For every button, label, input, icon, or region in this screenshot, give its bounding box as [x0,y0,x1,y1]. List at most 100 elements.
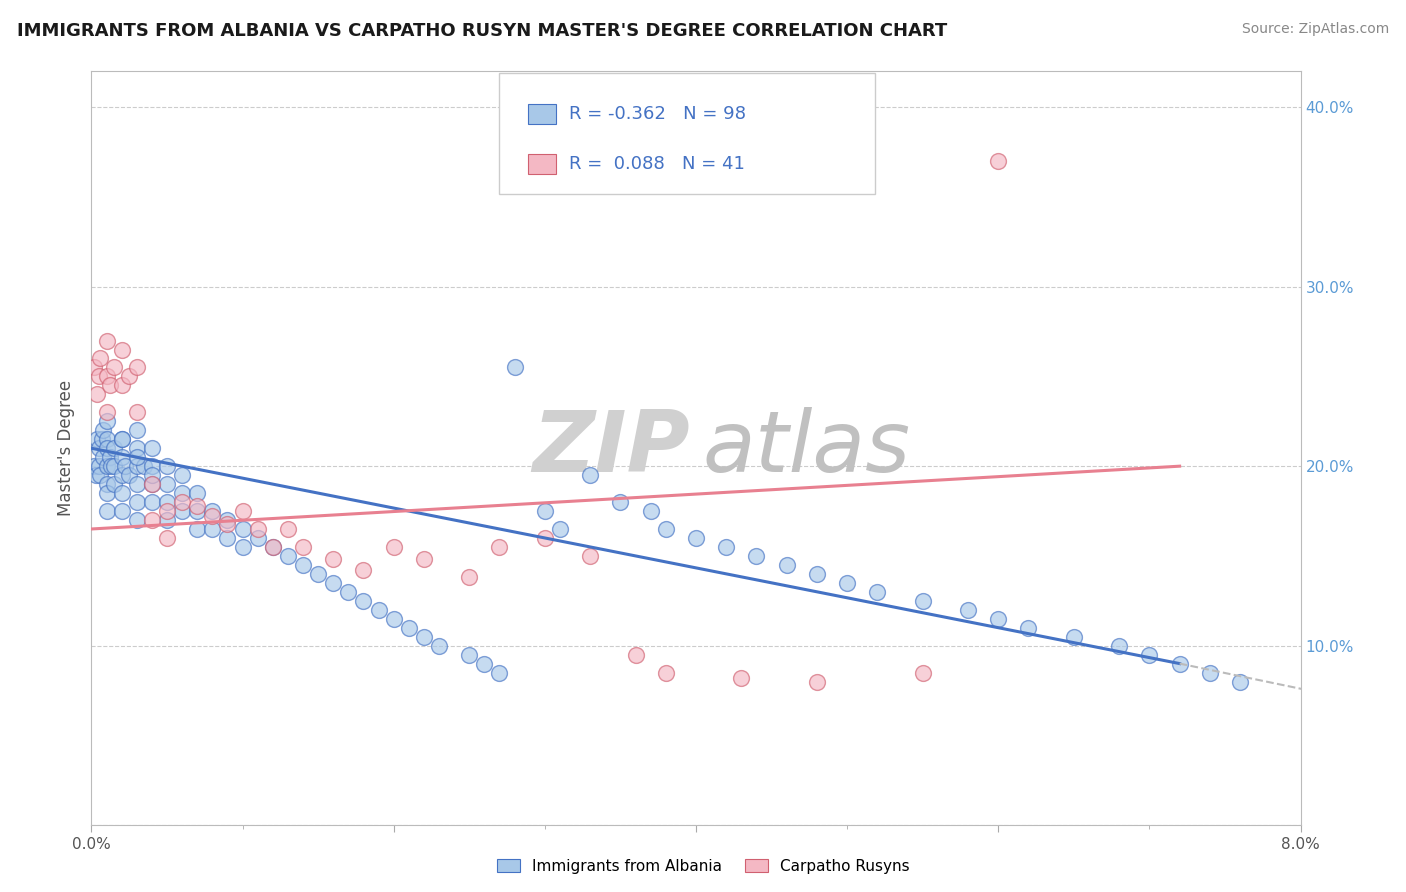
Point [141,442,163,455]
Legend: Immigrants from Albania, Carpatho Rusyns: Immigrants from Albania, Carpatho Rusyns [491,853,915,880]
Point [100,459,122,474]
Point [111,432,132,446]
Point [413,552,436,566]
Point [685,531,707,545]
Point [86,387,108,401]
Point [654,665,676,680]
Point [141,495,163,509]
Point [231,522,253,536]
Point [125,423,148,437]
Point [125,459,148,474]
Point [987,612,1010,626]
Point [103,442,125,455]
Point [866,584,889,599]
Point [141,477,163,491]
Point [382,540,405,554]
Point [96,442,118,455]
Point [277,549,299,563]
Point [322,575,344,590]
Point [125,450,148,465]
Point [172,504,194,518]
Point [156,477,179,491]
Point [186,522,208,536]
Point [835,575,858,590]
Point [96,459,118,474]
Point [172,486,194,500]
Point [911,665,934,680]
Point [156,504,179,518]
Point [96,432,118,446]
Point [458,648,481,662]
Point [458,570,481,584]
Point [172,468,194,483]
Point [156,459,179,474]
Point [217,531,239,545]
Point [89,351,111,366]
Point [201,504,224,518]
Point [111,450,132,465]
Point [382,612,405,626]
Point [96,486,118,500]
Point [156,531,179,545]
Point [398,621,420,635]
Text: Source: ZipAtlas.com: Source: ZipAtlas.com [1241,22,1389,37]
Point [231,540,253,554]
Point [217,516,239,531]
Point [352,594,374,608]
Point [322,552,344,566]
Point [730,671,752,685]
Point [89,468,111,483]
Point [141,468,163,483]
Point [125,405,148,419]
Point [714,540,737,554]
Point [87,459,110,474]
Text: IMMIGRANTS FROM ALBANIA VS CARPATHO RUSYN MASTER'S DEGREE CORRELATION CHART: IMMIGRANTS FROM ALBANIA VS CARPATHO RUSY… [17,22,948,40]
Point [125,495,148,509]
Point [172,495,194,509]
Point [956,603,979,617]
Point [1168,657,1191,671]
Point [579,549,602,563]
Y-axis label: Master's Degree: Master's Degree [58,380,76,516]
Point [548,522,571,536]
Point [292,558,315,572]
Point [1063,630,1085,644]
Point [91,432,114,446]
Point [262,540,284,554]
Point [103,360,125,375]
Point [488,665,510,680]
Point [96,405,118,419]
Point [103,459,125,474]
Point [186,504,208,518]
Point [114,459,136,474]
Point [427,639,450,653]
Point [103,477,125,491]
Point [503,360,526,375]
Point [186,486,208,500]
Point [624,648,647,662]
FancyBboxPatch shape [499,73,875,194]
Point [367,603,389,617]
Point [118,369,141,384]
Point [217,513,239,527]
Point [201,522,224,536]
Point [87,369,110,384]
Point [96,414,118,428]
Point [533,531,555,545]
Point [472,657,495,671]
Point [96,369,118,384]
Point [246,531,269,545]
Point [83,459,105,474]
Point [83,360,105,375]
Point [125,513,148,527]
Point [156,495,179,509]
Point [231,504,253,518]
Point [96,334,118,348]
Point [488,540,510,554]
Point [141,477,163,491]
Point [98,378,121,392]
Point [87,442,110,455]
Point [533,504,555,518]
Point [141,513,163,527]
Point [1108,639,1130,653]
